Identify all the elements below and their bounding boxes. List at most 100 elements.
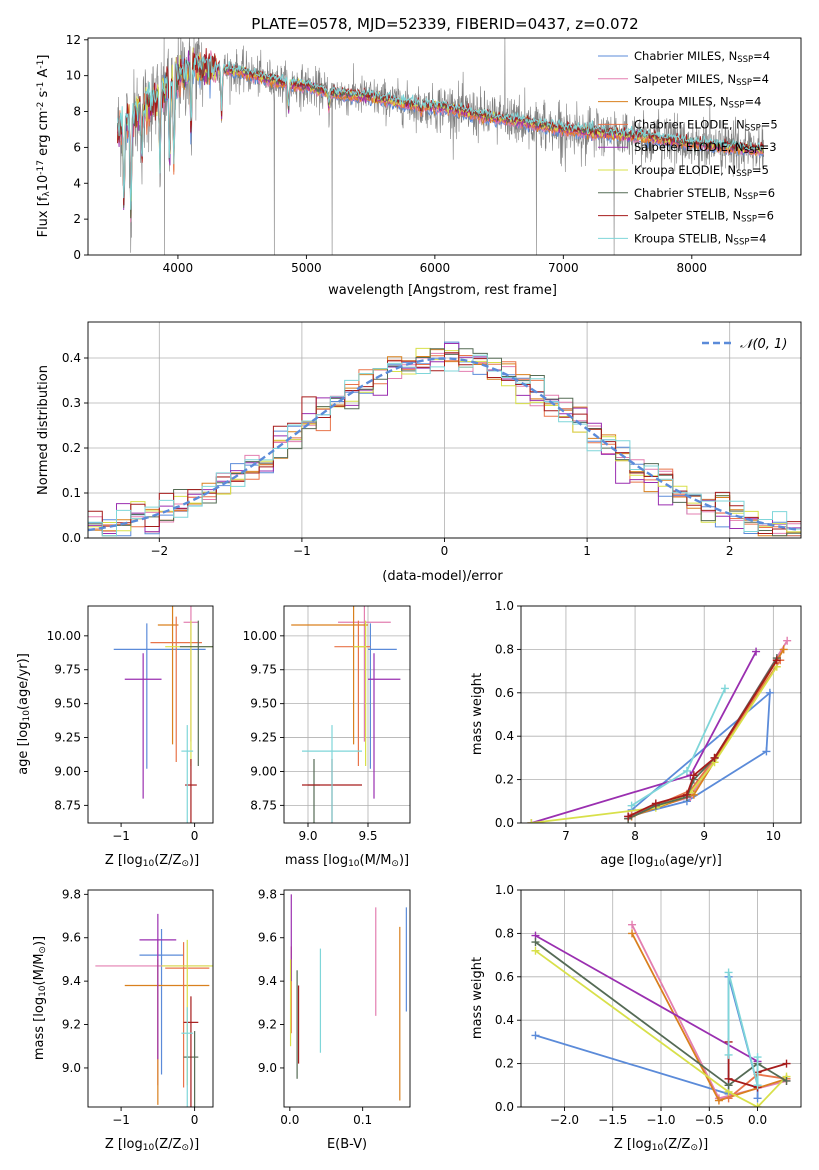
- weight-marker: [682, 766, 691, 775]
- legend-entry: Salpeter ELODIE, NSSP=3: [634, 140, 777, 156]
- mass_vs_ebv-ytick-label: 9.2: [258, 1018, 277, 1032]
- legend-entry-sub: SSP: [729, 101, 745, 111]
- ageZ-ylabel: age [log10(age/yr)]: [16, 653, 32, 775]
- spectrum-axes: 4000 5000 6000 7000 8000 0 2 4 6 8 10 12 Chabrier MI…: [36, 33, 802, 298]
- spectrum-ylabel-part: erg cm: [36, 111, 51, 160]
- spectrum-ylabel-part: s: [36, 90, 51, 101]
- legend-entry-tail: =4: [753, 49, 770, 63]
- mass_weight_vs_Z-xtick-label: −0.5: [695, 1113, 724, 1127]
- legend-entry-sub: SSP: [737, 55, 753, 65]
- legend-entry-sub: SSP: [745, 124, 761, 134]
- massZ-ylabel-part: 10: [38, 985, 48, 997]
- age_vs_mass-xtick-label: 9.0: [298, 829, 317, 843]
- weight-marker: [527, 819, 536, 823]
- age_vs_mass-ytick-label: 9.50: [250, 697, 277, 711]
- weight-marker: [753, 1103, 762, 1107]
- weight-marker: [783, 636, 792, 645]
- massZ-ylabel-part: (M/M: [32, 954, 47, 986]
- legend-entry-tail: =6: [757, 209, 774, 223]
- spectrum-ylabel-part: 10: [36, 175, 51, 192]
- mass_vs_Z-ytick-label: 9.4: [62, 974, 81, 988]
- weight-line: [627, 659, 778, 818]
- mwAge-xlabel-part: (age/yr)]: [665, 853, 722, 868]
- weight-marker: [724, 1074, 733, 1083]
- legend-entry-tail: =3: [760, 140, 777, 154]
- weight-marker: [724, 968, 733, 977]
- mwZ-xlabel-part: 10: [652, 1143, 664, 1153]
- weight-marker: [628, 929, 637, 938]
- ageZ-xlabel-part: )]: [189, 853, 199, 868]
- weight-marker: [753, 1053, 762, 1062]
- age_vs_Z-ytick-label: 8.75: [54, 798, 81, 812]
- age_vs_mass-frame: [283, 605, 411, 824]
- mass_weight_vs_Z-marks: [531, 920, 791, 1107]
- mass_weight_vs_age-ytick-label: 0.8: [495, 642, 514, 656]
- mass_vs_Z-frame: [87, 889, 214, 1108]
- legend-entry: Chabrier ELODIE, NSSP=5: [634, 117, 778, 133]
- residuals-marks: [88, 341, 801, 537]
- weight-marker: [782, 1076, 791, 1085]
- spectrum-ytick-label: 8: [73, 105, 81, 119]
- mass_vs_ebv-ytick-label: 9.6: [258, 931, 277, 945]
- mass_weight_vs_Z-ytick-label: 0.4: [495, 1013, 514, 1027]
- mass_weight_vs_Z-xtick-label: −1.0: [646, 1113, 675, 1127]
- residuals-xtick-label: 0: [441, 544, 449, 558]
- legend-entry-tail: =4: [749, 231, 766, 245]
- ageM-xlabel: mass [log10(M/M⊙)]: [285, 853, 409, 869]
- residuals-xtick-label: 2: [726, 544, 734, 558]
- age_vs_Z-ytick-label: 9.25: [54, 731, 81, 745]
- legend-entry: Kroupa ELODIE, NSSP=5: [634, 163, 769, 179]
- mass_weight_vs_Z-xtick-label: 0.0: [748, 1113, 767, 1127]
- legend-entry: Salpeter STELIB, NSSP=6: [634, 209, 774, 225]
- mass_weight_vs_Z-ytick-label: 0.8: [495, 926, 514, 940]
- weight-marker: [720, 684, 729, 693]
- massZ-xlabel-part: )]: [189, 1137, 199, 1152]
- residuals-xtick-label: 1: [583, 544, 591, 558]
- spectrum-xlabel: wavelength [Angstrom, rest frame]: [328, 283, 557, 298]
- age_vs_Z-xtick-label: 0: [191, 829, 199, 843]
- mwAge-ylabel: mass weight: [470, 673, 485, 755]
- mass_vs_ebv-axes: 0.0 0.1 9.0 9.2 9.4 9.6 9.8 E(B-V): [258, 887, 411, 1152]
- spectrum-ylabel-part: ]: [36, 55, 51, 60]
- mwZ-ylabel: mass weight: [470, 957, 485, 1039]
- spectrum-ytick-label: 6: [73, 140, 81, 154]
- spectrum-ylabel-part: -1: [36, 60, 46, 69]
- spectrum-xtick-label: 4000: [163, 261, 194, 275]
- weight-marker: [714, 1096, 723, 1105]
- weight-line: [534, 941, 787, 1087]
- spectrum-ylabel-part: λ: [42, 191, 52, 197]
- weight-marker: [772, 656, 781, 665]
- residual-xlabel: (data-model)/error: [382, 569, 503, 584]
- spectrum-ytick-label: 10: [66, 69, 81, 83]
- legend-entry-sub: SSP: [734, 238, 750, 248]
- age_vs_Z-ytick-label: 10.00: [47, 629, 81, 643]
- mwZ-xlabel-part: (Z/Z: [663, 1137, 690, 1152]
- mass_weight_vs_age-ytick-label: 0.6: [495, 686, 514, 700]
- ageM-xlabel-part: )]: [399, 853, 409, 868]
- legend-entry: Chabrier MILES, NSSP=4: [634, 49, 770, 65]
- weight-line: [534, 950, 788, 1107]
- legend-entry-tail: =5: [761, 117, 778, 131]
- weight-marker: [689, 771, 698, 780]
- legend-entry-sub: SSP: [741, 215, 757, 225]
- weight-marker: [752, 647, 761, 656]
- weight-marker: [531, 938, 540, 947]
- legend-entry: Salpeter MILES, NSSP=4: [634, 72, 769, 88]
- ageZ-xlabel-part: 10: [143, 859, 155, 869]
- weight-marker: [753, 1094, 762, 1103]
- age_vs_mass-ytick-label: 9.25: [250, 731, 277, 745]
- legend-entry-sub: SSP: [744, 146, 760, 156]
- mass_weight_vs_age-xtick-label: 7: [562, 829, 570, 843]
- mass_vs_Z-marks: [95, 913, 213, 1107]
- ageM-xlabel-part: mass [log: [285, 853, 348, 868]
- mass_weight_vs_age-ytick-label: 0.2: [495, 773, 514, 787]
- residuals-ytick-label: 0.3: [62, 396, 81, 410]
- residuals-ytick-label: 0.4: [62, 351, 81, 365]
- spectrum-marks: [117, 38, 764, 255]
- weight-marker: [753, 1081, 762, 1090]
- spectrum-xtick-label: 7000: [548, 261, 579, 275]
- massEBV-xlabel: E(B-V): [327, 1137, 367, 1152]
